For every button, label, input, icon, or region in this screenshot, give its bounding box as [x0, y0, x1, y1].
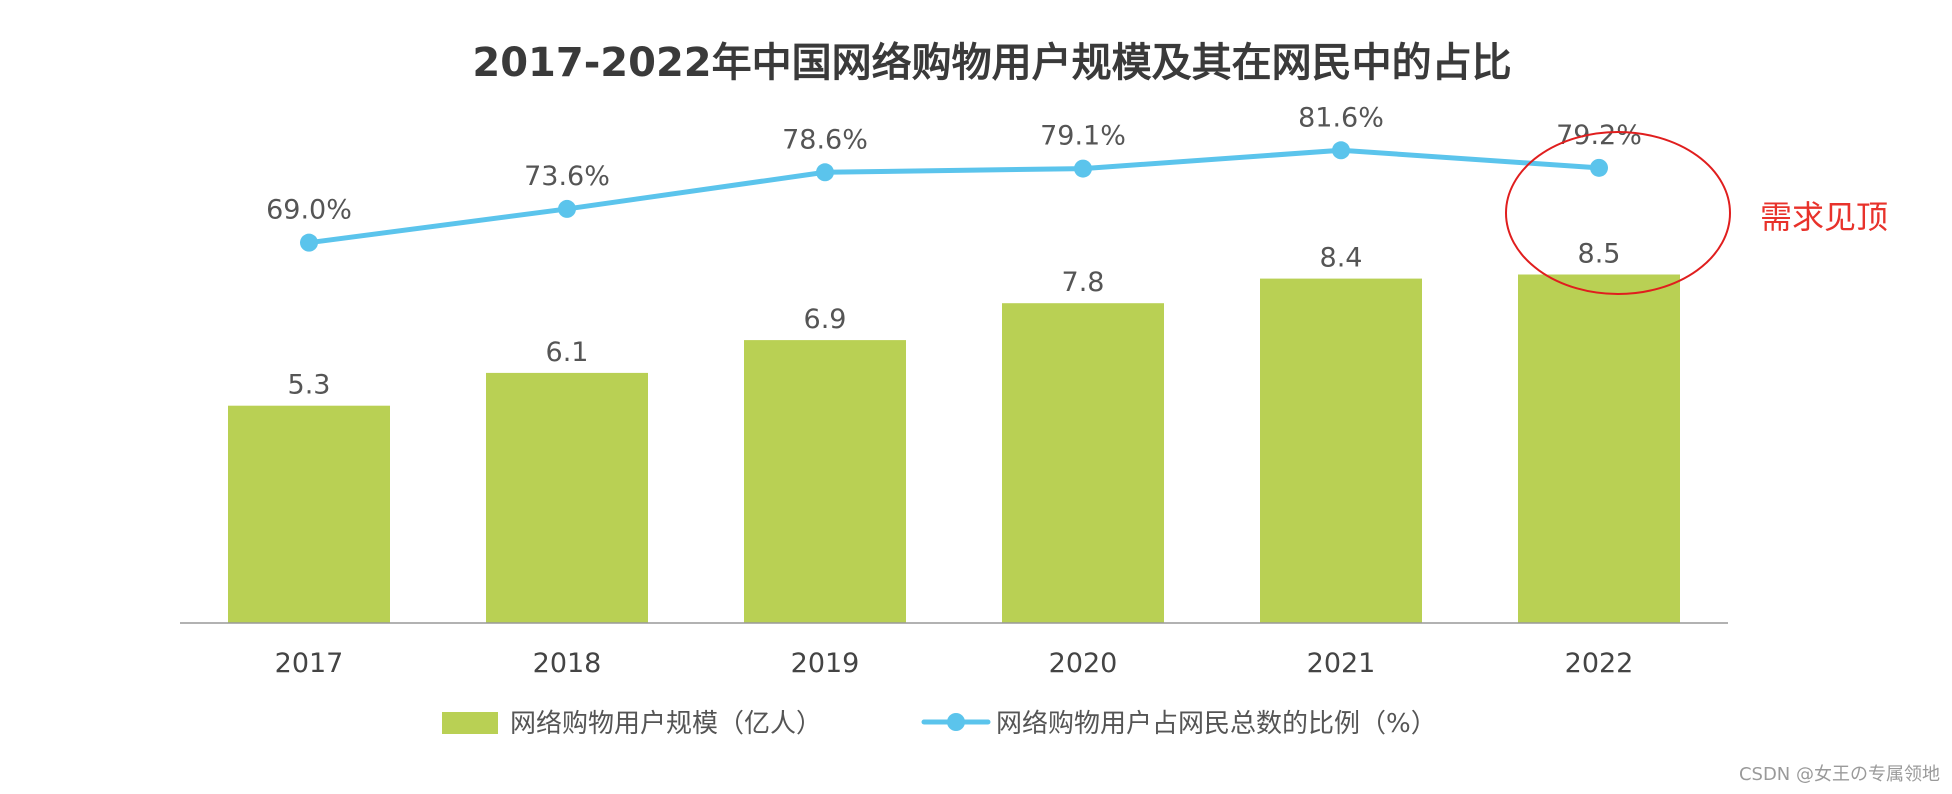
line-label-2019: 78.6%: [782, 124, 868, 155]
line-point-2019: [816, 163, 834, 182]
line-label-2017: 69.0%: [266, 195, 352, 226]
bar-2017: [228, 405, 390, 623]
x-tick-2017: 2017: [275, 648, 344, 679]
legend-line-marker: [947, 713, 965, 731]
bar-2020: [1002, 303, 1164, 623]
x-tick-2018: 2018: [533, 648, 602, 679]
line-point-2022: [1590, 158, 1608, 177]
line-series-layer: [300, 141, 1608, 252]
bar-labels-layer: 5.3 6.1 6.9 7.8 8.4 8.5: [288, 239, 1621, 401]
annotation-text: 需求见顶: [1760, 198, 1888, 236]
line-point-2020: [1074, 159, 1092, 178]
legend-line-label: 网络购物用户占网民总数的比例（%）: [996, 709, 1437, 739]
line-point-2017: [300, 233, 318, 252]
line-label-2020: 79.1%: [1040, 121, 1126, 152]
x-tick-2021: 2021: [1307, 648, 1376, 679]
legend-bar-label: 网络购物用户规模（亿人）: [510, 709, 822, 739]
line-label-2021: 81.6%: [1298, 102, 1384, 133]
legend: 网络购物用户规模（亿人） 网络购物用户占网民总数的比例（%）: [442, 709, 1437, 739]
line-labels-layer: 69.0% 73.6% 78.6% 79.1% 81.6% 79.2%: [266, 102, 1642, 225]
bars-layer: [228, 274, 1680, 623]
line-point-2021: [1332, 141, 1350, 160]
watermark: CSDN @女王の专属领地: [1739, 764, 1940, 785]
legend-bar-swatch: [442, 712, 498, 734]
bar-label-2019: 6.9: [804, 304, 847, 335]
bar-2019: [744, 340, 906, 623]
line-point-2018: [558, 199, 576, 218]
bar-label-2018: 6.1: [546, 337, 589, 368]
annotation-circle: [1505, 131, 1731, 295]
chart-title: 2017-2022年中国网络购物用户规模及其在网民中的占比: [472, 40, 1511, 86]
x-tick-labels: 2017 2018 2019 2020 2021 2022: [275, 648, 1634, 679]
bar-label-2022: 8.5: [1578, 239, 1621, 270]
bar-label-2017: 5.3: [288, 370, 331, 401]
bar-2022: [1518, 274, 1680, 623]
x-tick-2022: 2022: [1565, 648, 1634, 679]
bar-label-2020: 7.8: [1062, 267, 1105, 298]
line-label-2022: 79.2%: [1556, 120, 1642, 151]
x-tick-2020: 2020: [1049, 648, 1118, 679]
bar-2021: [1260, 278, 1422, 623]
bar-label-2021: 8.4: [1320, 243, 1363, 274]
bar-2018: [486, 372, 648, 623]
x-tick-2019: 2019: [791, 648, 860, 679]
line-label-2018: 73.6%: [524, 161, 610, 192]
line-series-path: [308, 147, 1600, 246]
